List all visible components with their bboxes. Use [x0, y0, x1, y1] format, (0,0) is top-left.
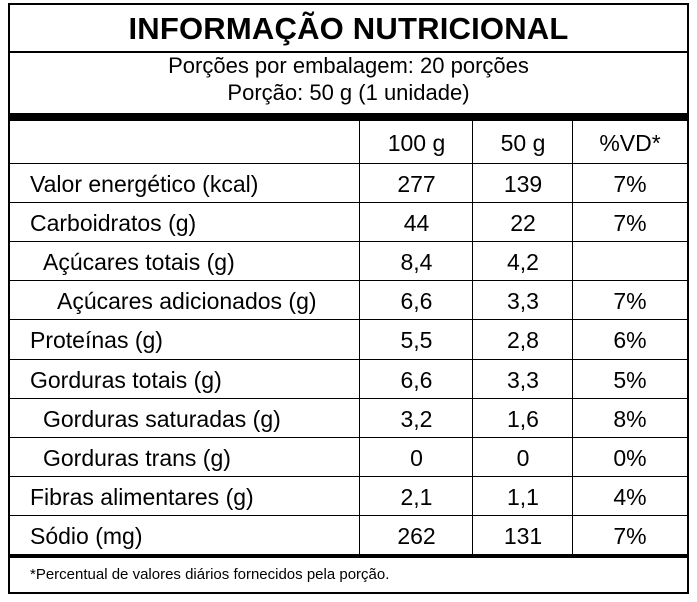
value-per-100g: 5,5: [400, 327, 433, 353]
daily-value-percent: [573, 242, 687, 280]
nutrient-name: Carboidratos (g): [30, 210, 197, 236]
value-per-50g: 3,3: [507, 288, 539, 314]
daily-value-percent: 0%: [613, 445, 647, 471]
row-divider: [10, 241, 687, 242]
daily-value-percent: 7%: [613, 171, 647, 197]
nutrient-name: Proteínas (g): [30, 327, 163, 353]
row-divider: [10, 280, 687, 281]
row-divider: [10, 319, 687, 320]
nutrient-name: Fibras alimentares (g): [30, 484, 254, 510]
row-divider: [10, 202, 687, 203]
value-per-50g: 4,2: [507, 249, 539, 275]
value-per-100g: 0: [410, 445, 423, 471]
servings-per-package: Porções por embalagem: 20 porções: [168, 53, 529, 78]
value-per-100g: 277: [397, 171, 436, 197]
value-per-100g: 6,6: [400, 367, 433, 393]
column-divider: [359, 121, 360, 554]
row-divider: [10, 476, 687, 477]
value-per-100g: 6,6: [400, 288, 433, 314]
header-divider: [10, 163, 687, 164]
row-divider: [10, 515, 687, 516]
nutrient-name: Sódio (mg): [30, 523, 143, 549]
column-divider: [572, 121, 573, 554]
daily-value-percent: 8%: [613, 406, 647, 432]
nutrient-name: Açúcares totais (g): [43, 249, 235, 275]
value-per-100g: 44: [403, 210, 430, 236]
value-per-50g: 3,3: [507, 367, 539, 393]
column-divider: [472, 121, 473, 554]
value-per-50g: 131: [503, 523, 543, 549]
label-title: INFORMAÇÃO NUTRICIONAL: [128, 11, 569, 46]
value-per-50g: 0: [516, 445, 530, 471]
row-divider: [10, 359, 687, 360]
footer-divider: [10, 554, 687, 558]
value-per-50g: 139: [503, 171, 543, 197]
footnote: *Percentual de valores diários fornecido…: [30, 566, 390, 583]
column-header-100g: 100 g: [387, 130, 446, 156]
nutrient-name: Gorduras totais (g): [30, 367, 222, 393]
daily-value-percent: 6%: [613, 327, 647, 353]
nutrition-facts-label: INFORMAÇÃO NUTRICIONAL Porções por embal…: [8, 3, 689, 594]
value-per-100g: 3,2: [400, 406, 433, 432]
value-per-100g: 8,4: [400, 249, 433, 275]
column-header-50g: 50 g: [500, 130, 546, 156]
nutrient-name: Gorduras trans (g): [43, 445, 231, 471]
daily-value-percent: 7%: [613, 210, 647, 236]
serving-size: Porção: 50 g (1 unidade): [227, 80, 470, 105]
nutrient-name: Açúcares adicionados (g): [57, 288, 317, 314]
row-divider: [10, 437, 687, 438]
nutrient-name: Gorduras saturadas (g): [43, 406, 281, 432]
thick-divider: [10, 113, 687, 121]
value-per-50g: 22: [510, 210, 536, 236]
value-per-100g: 2,1: [400, 484, 433, 510]
daily-value-percent: 4%: [613, 484, 647, 510]
value-per-50g: 1,6: [507, 406, 539, 432]
value-per-100g: 262: [397, 523, 436, 549]
daily-value-percent: 7%: [613, 523, 647, 549]
title-divider: [10, 51, 687, 53]
value-per-50g: 1,1: [507, 484, 539, 510]
value-per-50g: 2,8: [507, 327, 539, 353]
daily-value-percent: 5%: [613, 367, 647, 393]
nutrient-name: Valor energético (kcal): [30, 171, 259, 197]
row-divider: [10, 398, 687, 399]
daily-value-percent: 7%: [613, 288, 647, 314]
column-header-vd: %VD*: [599, 130, 661, 156]
